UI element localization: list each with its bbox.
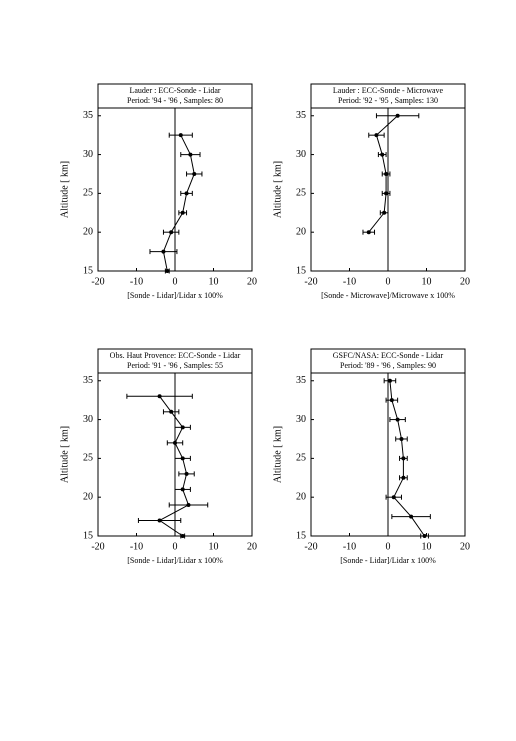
- data-point: [384, 171, 389, 176]
- data-point: [391, 495, 396, 500]
- x-axis-label: [Sonde - Lidar]/Lidar x 100%: [127, 291, 223, 300]
- y-axis-label: Altitude [ km]: [59, 426, 70, 483]
- data-point: [180, 456, 185, 461]
- chart-subtitle: Period: '94 - '96 , Samples: 80: [127, 96, 223, 105]
- data-point: [180, 425, 185, 430]
- data-point: [395, 113, 400, 118]
- data-point: [180, 210, 185, 215]
- x-axis-label: [Sonde - Lidar]/Lidar x 100%: [127, 556, 223, 565]
- data-point: [186, 502, 191, 507]
- data-point: [389, 398, 394, 403]
- data-point: [173, 440, 177, 445]
- data-point: [382, 210, 387, 215]
- y-tick-label: 35: [83, 375, 93, 386]
- x-tick-label: -20: [304, 541, 317, 552]
- y-tick-label: 15: [83, 530, 93, 541]
- data-line: [162, 134, 195, 272]
- y-axis-label: Altitude [ km]: [59, 161, 70, 218]
- y-tick-label: 15: [83, 265, 93, 276]
- data-point: [184, 191, 189, 196]
- data-point: [374, 133, 379, 138]
- data-point: [180, 487, 185, 492]
- y-axis-label: Altitude [ km]: [272, 426, 283, 483]
- y-tick-label: 15: [296, 530, 306, 541]
- x-tick-label: -20: [91, 541, 104, 552]
- y-tick-label: 20: [296, 226, 306, 237]
- chart-title: GSFC/NASA: ECC-Sonde - Lidar: [333, 351, 444, 360]
- y-tick-label: 20: [296, 491, 306, 502]
- chart-title: Lauder : ECC-Sonde - Microwave: [333, 86, 444, 95]
- data-point: [178, 133, 183, 138]
- y-tick-label: 25: [83, 453, 93, 464]
- x-tick-label: 10: [209, 541, 219, 552]
- data-point: [401, 456, 406, 461]
- data-point: [409, 514, 414, 519]
- x-tick-label: -20: [304, 276, 317, 287]
- data-point: [169, 409, 174, 414]
- data-point: [157, 518, 162, 523]
- data-point: [366, 230, 371, 235]
- x-tick-label: 0: [386, 541, 391, 552]
- data-point: [161, 249, 166, 254]
- x-tick-label: 20: [247, 541, 257, 552]
- x-tick-label: -10: [343, 541, 356, 552]
- data-point: [395, 417, 400, 422]
- x-axis-label: [Sonde - Microwave]/Microwave x 100%: [321, 291, 455, 300]
- data-point: [180, 534, 185, 538]
- x-axis-label: [Sonde - Lidar]/Lidar x 100%: [340, 556, 436, 565]
- data-point: [384, 191, 389, 196]
- x-tick-label: 10: [422, 276, 432, 287]
- data-point: [399, 436, 404, 441]
- panel: Obs. Haut Provence: ECC-Sonde - LidarPer…: [59, 348, 257, 565]
- x-tick-label: 10: [209, 276, 219, 287]
- y-tick-label: 35: [83, 110, 93, 121]
- y-tick-label: 25: [296, 453, 306, 464]
- y-tick-label: 30: [296, 414, 306, 425]
- x-tick-label: 0: [173, 541, 178, 552]
- x-tick-label: -20: [91, 276, 104, 287]
- x-tick-label: -10: [130, 541, 143, 552]
- y-tick-label: 15: [296, 265, 306, 276]
- chart-title: Lauder : ECC-Sonde - Lidar: [129, 86, 220, 95]
- data-point: [401, 475, 406, 480]
- y-tick-label: 35: [296, 375, 306, 386]
- data-point: [169, 230, 174, 235]
- data-point: [157, 394, 162, 399]
- data-point: [165, 269, 170, 273]
- x-tick-label: 10: [422, 541, 432, 552]
- x-tick-label: 0: [173, 276, 178, 287]
- y-tick-label: 30: [296, 149, 306, 160]
- chart-subtitle: Period: '91 - '96 , Samples: 55: [127, 361, 223, 370]
- chart-subtitle: Period: '89 - '96 , Samples: 90: [340, 361, 436, 370]
- data-point: [380, 152, 385, 157]
- y-tick-label: 20: [83, 226, 93, 237]
- y-tick-label: 20: [83, 491, 93, 502]
- chart-title: Obs. Haut Provence: ECC-Sonde - Lidar: [110, 351, 241, 360]
- data-point: [188, 152, 193, 157]
- y-tick-label: 35: [296, 110, 306, 121]
- x-tick-label: 0: [386, 276, 391, 287]
- y-tick-label: 25: [83, 188, 93, 199]
- y-axis-label: Altitude [ km]: [272, 161, 283, 218]
- data-line: [158, 395, 190, 537]
- y-tick-label: 25: [296, 188, 306, 199]
- x-tick-label: 20: [460, 276, 470, 287]
- data-point: [184, 471, 189, 476]
- x-tick-label: 20: [247, 276, 257, 287]
- y-tick-label: 30: [83, 414, 93, 425]
- x-tick-label: -10: [343, 276, 356, 287]
- chart-subtitle: Period: '92 - '95 , Samples: 130: [338, 96, 438, 105]
- data-point: [192, 171, 197, 176]
- data-point: [422, 534, 427, 538]
- x-tick-label: -10: [130, 276, 143, 287]
- y-tick-label: 30: [83, 149, 93, 160]
- x-tick-label: 20: [460, 541, 470, 552]
- data-point: [387, 378, 392, 383]
